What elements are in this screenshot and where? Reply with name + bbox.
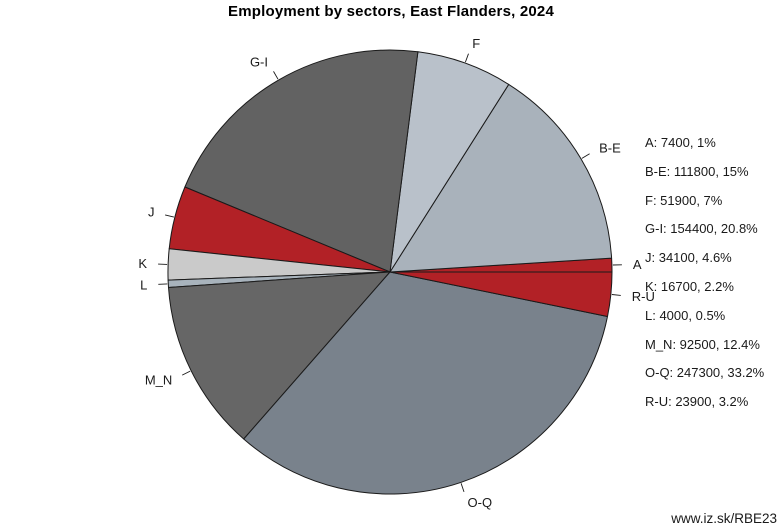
legend: A: 7400, 1% B-E: 111800, 15% F: 51900, 7% G… — [645, 129, 764, 417]
slice-label-K: K — [138, 256, 147, 271]
legend-item-M_N: M_N: 92500, 12.4% — [645, 336, 760, 352]
legend-item-K: K: 16700, 2.2% — [645, 278, 734, 294]
slice-label-R-U: R-U — [632, 289, 655, 304]
chart-title: Employment by sectors, East Flanders, 20… — [227, 3, 555, 20]
tick-line-O-Q — [460, 483, 465, 493]
slice-label-J: J — [148, 205, 155, 220]
legend-item-J: J: 34100, 4.6% — [645, 250, 732, 266]
tick-line-J — [164, 214, 175, 218]
legend-item-L: L: 4000, 0.5% — [645, 307, 726, 323]
tick-line-M_N — [181, 370, 191, 376]
tick-line-R-U — [611, 294, 621, 296]
slice-label-O-Q: O-Q — [468, 495, 493, 510]
legend-item-R-U: R-U: 23900, 3.2% — [645, 394, 749, 410]
pie-slice-M_N — [168, 271, 391, 440]
slice-label-F: F — [472, 36, 480, 51]
tick-line-F — [464, 53, 469, 63]
tick-line-B-E — [581, 153, 590, 159]
slice-label-G-I: G-I — [250, 54, 268, 69]
legend-item-G-I: G-I: 154400, 20.8% — [645, 221, 758, 237]
slice-label-B-E: B-E — [599, 141, 621, 156]
legend-item-F: F: 51900, 7% — [645, 192, 723, 208]
pie-slice-R-U — [389, 271, 613, 317]
legend-item-O-Q: O-Q: 247300, 33.2% — [645, 365, 765, 381]
pie-slice-G-I — [184, 49, 419, 273]
pie-slice-B-E — [389, 83, 613, 273]
pie-slice-O-Q — [243, 271, 608, 495]
slice-label-L: L — [140, 277, 147, 292]
tick-line-G-I — [273, 71, 279, 80]
slice-label-A: A — [633, 257, 642, 272]
watermark-url: www.iz.sk/RBE23 — [671, 511, 777, 526]
legend-item-B-E: B-E: 111800, 15% — [645, 163, 749, 179]
legend-item-A: A: 7400, 1% — [645, 135, 716, 150]
slice-label-M_N: M_N — [145, 373, 172, 388]
